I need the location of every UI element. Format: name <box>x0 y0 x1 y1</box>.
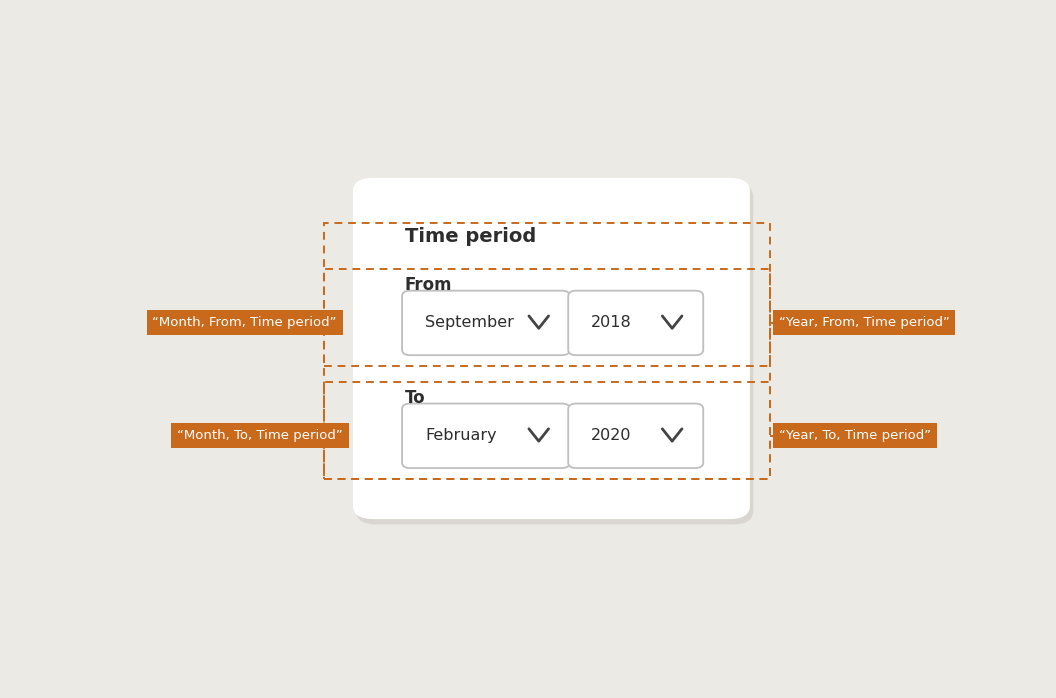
FancyBboxPatch shape <box>402 403 570 468</box>
FancyBboxPatch shape <box>568 403 703 468</box>
Text: February: February <box>425 429 496 443</box>
FancyBboxPatch shape <box>353 178 750 519</box>
Text: 2018: 2018 <box>591 315 631 330</box>
Text: “Year, To, Time period”: “Year, To, Time period” <box>778 429 930 443</box>
Text: “Month, To, Time period”: “Month, To, Time period” <box>177 429 343 443</box>
Bar <box>324 223 771 479</box>
Text: “Month, From, Time period”: “Month, From, Time period” <box>152 316 337 329</box>
Text: To: To <box>404 389 426 407</box>
Bar <box>324 269 771 366</box>
Bar <box>324 382 771 479</box>
Text: “Year, From, Time period”: “Year, From, Time period” <box>778 316 949 329</box>
Text: September: September <box>425 315 514 330</box>
Text: From: From <box>404 276 452 295</box>
Text: 2020: 2020 <box>591 429 631 443</box>
Text: Time period: Time period <box>404 228 535 246</box>
FancyBboxPatch shape <box>356 183 753 524</box>
FancyBboxPatch shape <box>402 290 570 355</box>
FancyBboxPatch shape <box>568 290 703 355</box>
